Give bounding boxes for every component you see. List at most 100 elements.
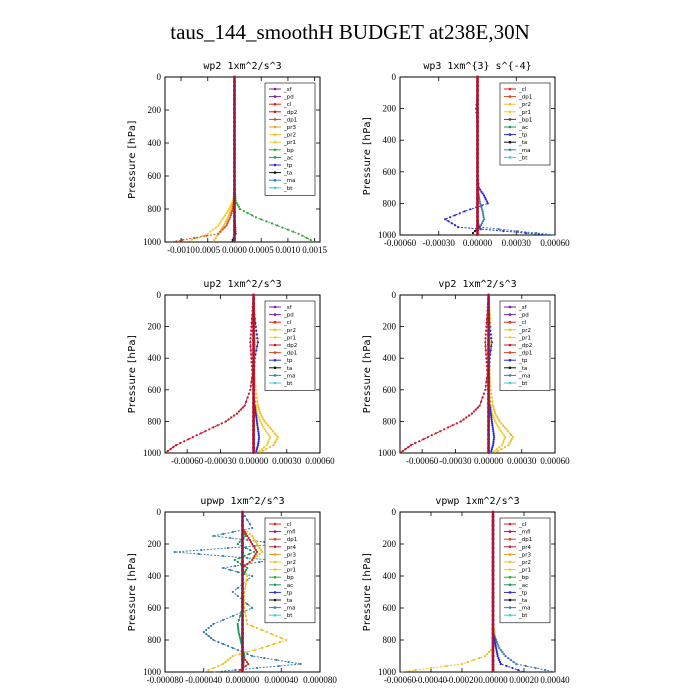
data-point: [460, 662, 464, 666]
zero-marker: [252, 293, 256, 297]
data-point: [193, 236, 196, 239]
data-point: [258, 449, 261, 453]
data-point: [246, 622, 249, 626]
zero-marker: [491, 578, 495, 581]
data-point: [261, 449, 264, 453]
legend-marker: [508, 343, 512, 347]
zero-marker: [232, 75, 236, 79]
y-tick-label: 800: [383, 635, 397, 645]
data-point: [260, 448, 263, 451]
data-point: [444, 218, 447, 221]
x-tick-label: 0.00000: [474, 456, 504, 466]
zero-marker: [491, 551, 495, 554]
x-tick-label: -0.00030: [439, 456, 472, 466]
legend-marker: [508, 313, 512, 316]
data-point: [244, 546, 247, 550]
panel-title: vp2 1xm^2/s^3: [438, 279, 516, 290]
x-tick-label: 0.00030: [502, 238, 532, 248]
data-point: [501, 442, 504, 445]
data-point: [260, 422, 263, 425]
data-point: [270, 428, 273, 431]
data-point: [429, 666, 433, 670]
zero-marker: [232, 215, 236, 218]
y-tick-label: 800: [148, 635, 162, 645]
data-point: [237, 410, 240, 413]
data-point: [496, 416, 499, 419]
x-tick-label: 0.000000: [226, 675, 260, 685]
legend-marker: [508, 560, 512, 564]
data-point: [479, 188, 482, 191]
x-tick-label: -0.0010: [167, 245, 195, 255]
legend-marker: [273, 358, 277, 362]
zero-marker: [487, 329, 491, 333]
zero-marker: [241, 623, 244, 626]
data-point: [227, 216, 230, 219]
x-tick-label: 0.00060: [305, 456, 335, 466]
legend-label: _ma: [518, 148, 530, 154]
data-point: [257, 442, 260, 445]
y-tick-label: 200: [383, 104, 397, 114]
legend-label: _pr3: [283, 125, 297, 131]
data-point: [499, 430, 503, 433]
zero-marker: [476, 206, 479, 209]
legend-marker: [273, 591, 277, 594]
legend-label: _dp1: [283, 117, 297, 123]
data-point: [492, 416, 495, 419]
data-point: [248, 538, 251, 542]
chart-panel-4: vp2 1xm^2/s^3 0 200 400 600 800 1000 -0.00060 -0…: [362, 279, 570, 466]
zero-marker: [491, 555, 495, 559]
data-point: [434, 432, 438, 435]
zero-marker: [491, 632, 495, 635]
data-point: [470, 412, 474, 415]
data-point: [496, 449, 499, 453]
zero-marker: [487, 361, 491, 364]
data-point: [482, 216, 485, 219]
data-point: [273, 442, 276, 445]
data-point: [271, 430, 274, 433]
data-point: [498, 658, 501, 662]
panel-title: upwp 1xm^2/s^3: [200, 496, 284, 507]
data-point: [267, 440, 270, 443]
y-tick-label: 400: [383, 353, 397, 363]
data-point: [451, 424, 454, 427]
data-point: [260, 218, 263, 221]
data-point: [222, 224, 225, 227]
zero-marker: [476, 215, 479, 218]
data-point: [280, 636, 283, 640]
data-point: [258, 546, 261, 550]
data-point: [253, 648, 256, 652]
data-point: [251, 542, 254, 546]
legend-label: _dp1: [518, 95, 532, 101]
data-point: [254, 548, 257, 552]
zero-marker: [476, 116, 479, 119]
data-point: [231, 530, 234, 534]
data-point: [299, 662, 302, 666]
data-point: [249, 540, 253, 544]
data-point: [493, 410, 496, 413]
zero-marker: [232, 116, 236, 119]
zero-marker: [232, 80, 236, 83]
legend-marker: [508, 328, 512, 332]
data-point: [256, 446, 259, 449]
legend-label: _ta: [283, 598, 292, 604]
zero-marker: [491, 528, 495, 532]
data-point: [218, 222, 221, 225]
zero-marker: [252, 352, 256, 355]
zero-marker: [491, 645, 495, 649]
data-point: [250, 325, 253, 328]
zero-marker: [476, 107, 479, 110]
legend-box: [264, 517, 316, 624]
data-point: [246, 650, 249, 654]
data-point: [233, 558, 236, 562]
data-point: [230, 416, 233, 419]
zero-marker: [241, 600, 244, 604]
zero-marker: [252, 419, 256, 423]
panel-title: wp2 1xm^2/s^3: [203, 61, 281, 72]
data-point: [297, 232, 300, 235]
data-point: [256, 400, 259, 403]
plot-frame: [399, 511, 556, 673]
data-point: [243, 570, 246, 574]
data-point: [246, 566, 249, 570]
data-point: [447, 220, 450, 223]
zero-marker: [487, 419, 491, 423]
